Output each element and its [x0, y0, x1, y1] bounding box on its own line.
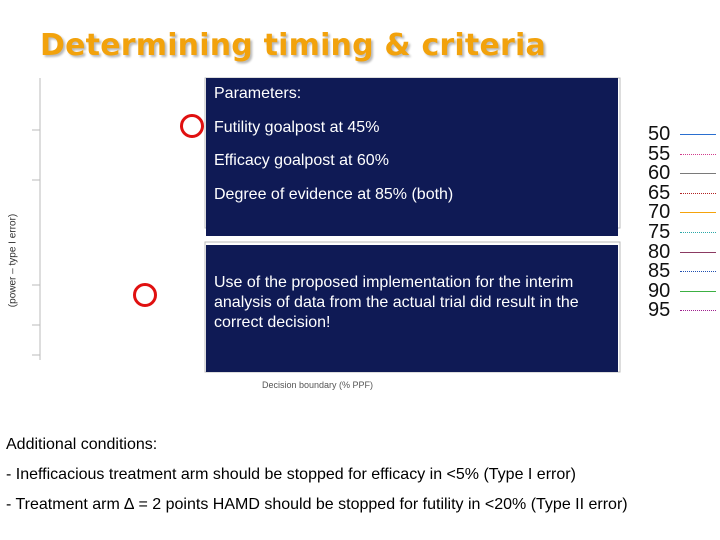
result-text: Use of the proposed implementation for t… [214, 274, 579, 331]
legend-label: 90 [648, 279, 671, 302]
legend-swatch [680, 192, 716, 194]
chart-panel-bottom [204, 241, 621, 373]
slide-title: Determining timing & criteria [40, 28, 546, 63]
chart-legend: 50 55 60 65 70 75 80 85 90 95 [648, 123, 718, 322]
legend-swatch [680, 251, 716, 253]
legend-swatch [680, 310, 716, 312]
legend-label: 65 [648, 181, 671, 204]
additional-heading: Additional conditions: [6, 436, 158, 453]
legend-swatch [680, 231, 716, 233]
legend-swatch [680, 134, 716, 135]
red-circle-marker-bottom [133, 283, 157, 307]
condition-type-i: - Inefficacious treatment arm should be … [6, 466, 576, 483]
parameter-efficacy: Efficacy goalpost at 60% [214, 152, 389, 169]
legend-item: 95 [648, 299, 718, 322]
legend-label: 55 [648, 142, 671, 165]
parameter-evidence: Degree of evidence at 85% (both) [214, 186, 454, 203]
legend-label: 80 [648, 240, 671, 263]
legend-swatch [680, 271, 716, 273]
legend-item: 90 [648, 279, 718, 302]
legend-swatch [680, 212, 716, 214]
result-box: Use of the proposed implementation for t… [206, 245, 618, 372]
legend-item: 75 [648, 220, 718, 243]
legend-item: 50 [648, 123, 718, 145]
condition-type-ii: - Treatment arm ∆ = 2 points HAMD should… [6, 496, 628, 513]
legend-label: 60 [648, 162, 671, 185]
parameters-heading: Parameters: [214, 85, 302, 102]
legend-swatch [680, 290, 716, 292]
legend-label: 85 [648, 260, 671, 283]
legend-item: 65 [648, 181, 718, 204]
parameters-box: Parameters: Futility goalpost at 45% Eff… [206, 78, 618, 236]
legend-label: 70 [648, 201, 671, 224]
legend-label: 95 [648, 299, 671, 322]
legend-item: 55 [648, 142, 718, 165]
red-circle-marker-top [180, 114, 204, 138]
legend-item: 85 [648, 260, 718, 283]
legend-item: 70 [648, 201, 718, 224]
parameter-futility: Futility goalpost at 45% [214, 119, 380, 136]
legend-swatch [680, 173, 716, 175]
y-axis-label: (power – type I error) [7, 213, 19, 308]
legend-label: 50 [648, 123, 671, 145]
additional-conditions: Additional conditions: - Inefficacious t… [6, 436, 716, 526]
legend-label: 75 [648, 220, 671, 243]
x-axis-label: Decision boundary (% PPF) [262, 380, 374, 390]
legend-item: 60 [648, 162, 718, 185]
legend-item: 80 [648, 240, 718, 263]
legend-swatch [680, 153, 716, 155]
